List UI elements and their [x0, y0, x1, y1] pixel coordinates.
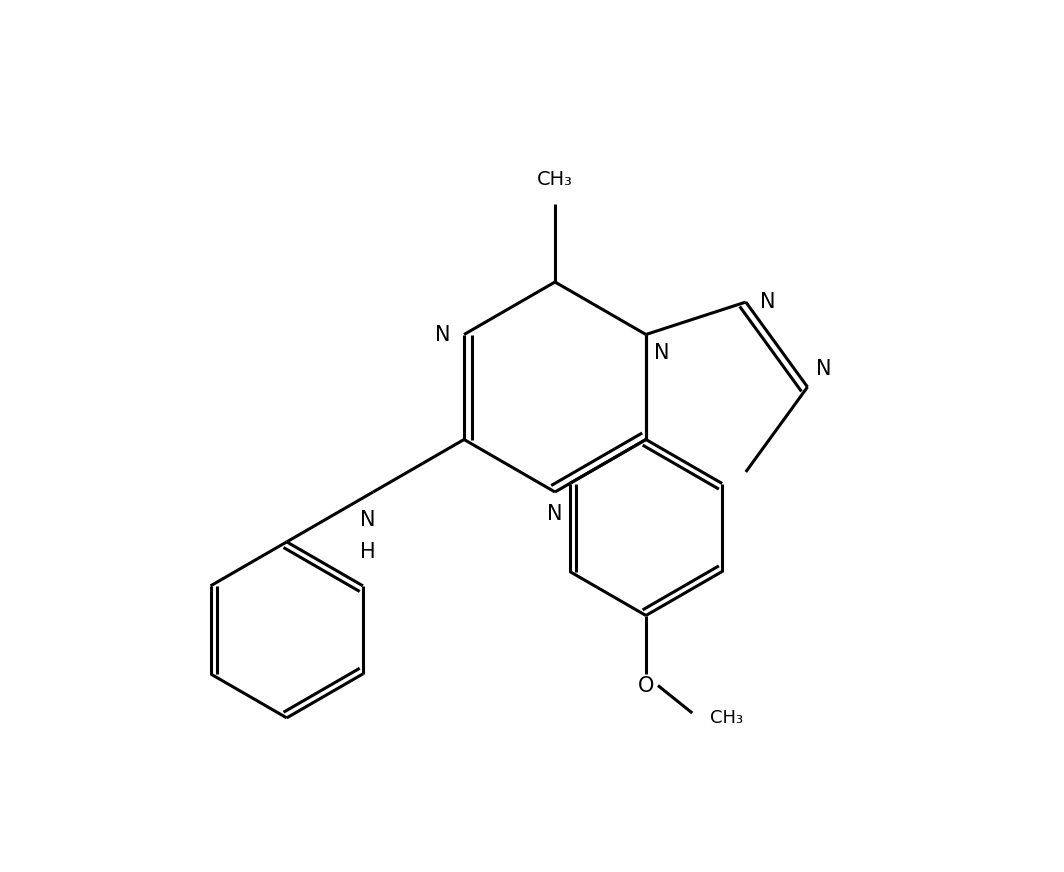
Text: H: H: [361, 542, 376, 562]
Text: N: N: [654, 343, 669, 363]
Text: N: N: [815, 359, 831, 379]
Text: N: N: [434, 324, 450, 344]
Text: CH₃: CH₃: [537, 170, 572, 189]
Text: CH₃: CH₃: [711, 709, 744, 727]
Text: O: O: [637, 676, 654, 696]
Text: N: N: [361, 510, 376, 530]
Text: N: N: [547, 504, 563, 524]
Text: N: N: [760, 292, 776, 312]
